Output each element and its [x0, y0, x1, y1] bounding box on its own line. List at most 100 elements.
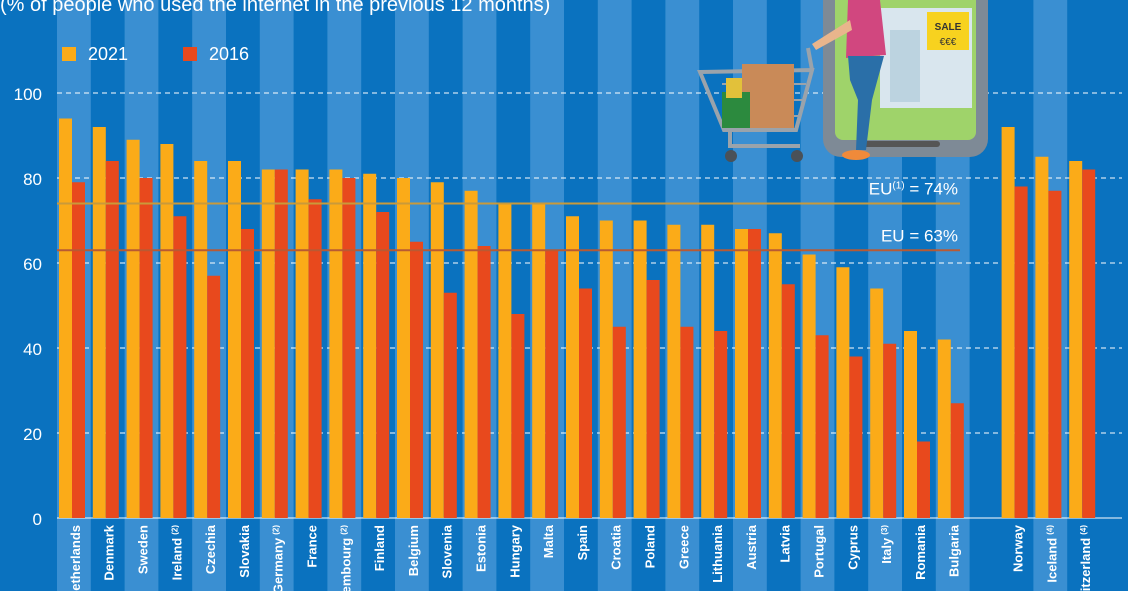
bar-2016-greece [680, 326, 694, 518]
bar-2016-latvia [781, 284, 795, 518]
sale-sign [927, 12, 969, 50]
bar-2021-cyprus [836, 267, 850, 518]
x-tick-label: France [305, 525, 320, 568]
x-tick-label: Lithuania [710, 524, 725, 583]
chart-subtitle: (% of people who used the internet in th… [0, 0, 551, 16]
x-tick-label: Poland [643, 525, 658, 568]
y-tick-label: 60 [23, 255, 42, 274]
person-shirt [846, 0, 886, 58]
bar-2021-romania [904, 331, 917, 518]
bar-2021-germany [261, 169, 275, 518]
bar-2016-denmark [105, 161, 119, 518]
shopping-cart-icon [697, 47, 815, 162]
bar-2016-slovenia [443, 292, 457, 518]
bar-2016-croatia [612, 326, 626, 518]
x-tick-label: Sweden [136, 525, 151, 574]
legend-label-2016: 2016 [209, 44, 250, 64]
x-tick-label: Switzerland(4) [1078, 525, 1093, 591]
shopping-cart-phone-illustration: SALE €€€ [697, 0, 988, 162]
bar-2021-hungary [498, 203, 512, 518]
bar-2021-malta [532, 203, 546, 518]
bar-2016-cyprus [849, 356, 863, 518]
bar-2021-italy [870, 288, 884, 518]
y-tick-label: 0 [33, 510, 42, 529]
y-tick-label: 40 [23, 340, 42, 359]
bars [59, 118, 1096, 518]
x-tick-label: Norway [1011, 524, 1026, 572]
person-shoe [842, 150, 870, 160]
bar-2016-poland [646, 280, 660, 518]
bar-2021-norway [1001, 127, 1015, 518]
bar-2021-sweden [126, 139, 140, 518]
x-tick-label: Latvia [778, 524, 793, 562]
bar-2016-netherlands [72, 182, 85, 518]
bar-2021-france [295, 169, 309, 518]
bar-2021-luxembourg [329, 169, 343, 518]
y-axis: 0 20 40 60 80 100 [14, 85, 42, 529]
legend-item-2021: 2021 [62, 44, 128, 65]
bar-2016-finland [376, 212, 390, 518]
bar-2021-denmark [92, 127, 106, 518]
bar-2016-malta [545, 250, 559, 518]
eu-average-lines: EU(1) = 74% EU = 63% [57, 180, 960, 252]
bar-2021-finland [363, 173, 377, 518]
bar-2021-iceland [1035, 156, 1049, 518]
bar-2016-czechia [207, 275, 221, 518]
bar-2016-sweden [139, 178, 153, 518]
x-tick-label: Austria [744, 524, 759, 570]
bar-2021-bulgaria [937, 339, 951, 518]
person-jeans [848, 56, 884, 150]
bar-2021-belgium [397, 178, 410, 518]
bar-2016-slovakia [241, 229, 254, 518]
bar-2021-spain [566, 216, 579, 518]
bar-2016-italy [883, 343, 897, 518]
x-tick-label: Slovenia [440, 524, 455, 578]
bar-2016-bulgaria [950, 403, 964, 518]
legend-item-2016: 2016 [183, 44, 249, 65]
x-tick-label: Italy(3) [879, 525, 894, 564]
legend-swatch-2021 [62, 47, 76, 61]
x-tick-label: Spain [575, 525, 590, 560]
bar-2021-ireland [160, 144, 174, 518]
person-arm [812, 20, 852, 50]
eu-line-label-2016: EU = 63% [881, 226, 958, 245]
x-tick-label: Greece [676, 525, 691, 569]
bar-2016-spain [579, 288, 592, 518]
bar-2016-switzerland [1082, 169, 1096, 518]
legend-label-2021: 2021 [88, 44, 129, 64]
x-tick-label: Denmark [102, 524, 117, 580]
bar-2021-austria [735, 229, 748, 518]
bar-2016-estonia [477, 246, 491, 518]
x-tick-label: Germany(2) [271, 525, 286, 591]
bar-2016-luxembourg [342, 178, 356, 518]
x-tick-label: Czechia [203, 524, 218, 574]
bar-2016-iceland [1048, 190, 1062, 518]
x-tick-label: Iceland(4) [1044, 525, 1059, 583]
x-tick-label: Bulgaria [947, 524, 962, 577]
bar-2016-norway [1014, 186, 1028, 518]
phone-home-bar [860, 141, 940, 147]
y-tick-label: 100 [14, 85, 42, 104]
bar-2016-austria [748, 229, 761, 518]
eu-line-label-2021: EU(1) = 74% [869, 180, 958, 199]
bar-2016-france [308, 199, 322, 518]
legend-swatch-2016 [183, 47, 197, 61]
bar-2021-switzerland [1069, 161, 1083, 518]
x-tick-label: Estonia [474, 524, 489, 572]
bar-2016-belgium [410, 241, 423, 518]
x-tick-label: Malta [541, 524, 556, 558]
x-tick-label: Portugal [812, 525, 827, 578]
y-tick-label: 80 [23, 170, 42, 189]
x-tick-label: Belgium [406, 525, 421, 576]
x-tick-label: Romania [913, 524, 928, 580]
bar-2021-croatia [599, 220, 613, 518]
sale-sign-price: €€€ [940, 37, 957, 48]
bar-2021-slovenia [430, 182, 444, 518]
bar-2021-poland [633, 220, 647, 518]
bar-2016-hungary [511, 314, 525, 518]
shop-door [890, 30, 920, 102]
x-tick-label: Croatia [609, 524, 624, 570]
x-tick-label: Cyprus [845, 525, 860, 570]
bar-2016-romania [917, 441, 930, 518]
